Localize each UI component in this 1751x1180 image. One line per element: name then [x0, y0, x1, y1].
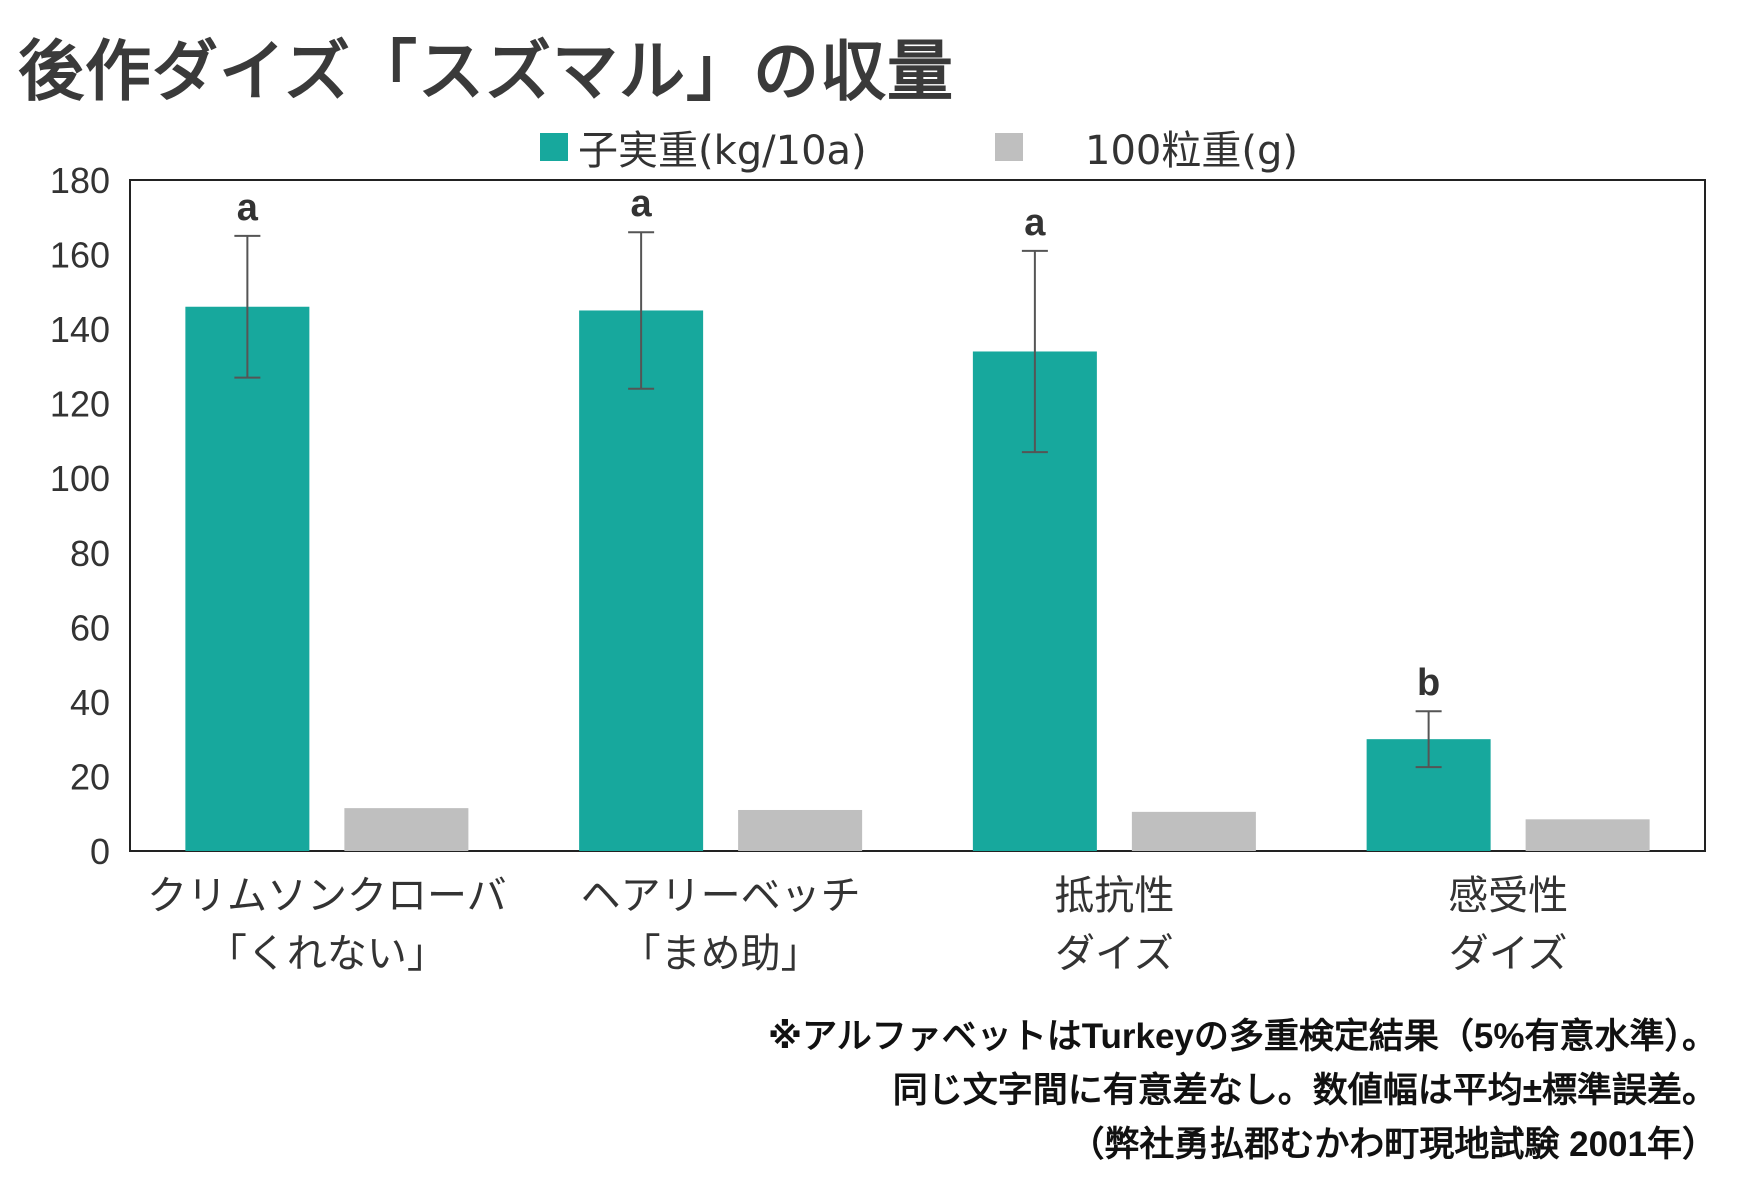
significance-label: a	[1024, 202, 1046, 244]
legend-label-seed-weight: 子実重(kg/10a)	[578, 128, 867, 174]
significance-label: a	[237, 187, 259, 229]
footnote-line-2: 同じ文字間に有意差なし。数値幅は平均±標準誤差。	[892, 1071, 1717, 1110]
footnote-line-3: （弊社勇払郡むかわ町現地試験 2001年）	[1069, 1125, 1717, 1164]
x-category-label: ダイズ	[1449, 931, 1568, 977]
legend: 子実重(kg/10a) 100粒重(g)	[0, 118, 1751, 178]
y-tick-label: 180	[50, 160, 110, 201]
bar-100-grain-weight	[1525, 819, 1650, 851]
y-tick-label: 40	[70, 682, 110, 723]
bar-chart: 0 20 40 60 80 100 120 140 160 180 a クリムソンクローバ「くれない」…	[50, 160, 1706, 977]
y-tick-label: 140	[50, 309, 110, 350]
footnote: ※アルファベットはTurkeyの多重検定結果（5%有意水準）。 同じ文字間に有意…	[768, 1010, 1717, 1172]
legend-item-100-grain-weight: 100粒重(g)	[995, 118, 1298, 176]
x-category-label: ダイズ	[1055, 931, 1174, 977]
legend-swatch-seed-weight	[540, 133, 568, 161]
bar-seed-weight	[579, 310, 704, 851]
y-tick-label: 60	[70, 607, 110, 648]
legend-label-100-grain-weight: 100粒重(g)	[1085, 128, 1298, 174]
bar-100-grain-weight	[738, 809, 863, 851]
legend-item-seed-weight: 子実重(kg/10a)	[540, 118, 867, 176]
y-tick-label: 80	[70, 533, 110, 574]
y-tick-label: 100	[50, 458, 110, 499]
chart-title: 後作ダイズ「スズマル」の収量	[18, 33, 955, 110]
x-category-label: ヘアリーベッチ	[581, 873, 861, 919]
significance-label: a	[631, 183, 653, 225]
legend-swatch-100-grain-weight	[995, 133, 1023, 161]
y-tick-label: 20	[70, 756, 110, 797]
bar-100-grain-weight	[1131, 811, 1256, 851]
x-category-label: 抵抗性	[1054, 873, 1174, 919]
bar-100-grain-weight	[344, 808, 469, 851]
x-category-label: 「くれない」	[207, 931, 447, 977]
x-category-label: 「まめ助」	[621, 931, 821, 977]
footnote-line-1: ※アルファベットはTurkeyの多重検定結果（5%有意水準）。	[768, 1017, 1717, 1056]
y-tick-label: 120	[50, 384, 110, 425]
x-category-label: 感受性	[1448, 873, 1568, 919]
plot-frame	[129, 179, 1706, 852]
bar-seed-weight	[185, 306, 310, 851]
significance-label: b	[1417, 662, 1440, 704]
y-tick-label: 0	[90, 831, 110, 872]
x-category-label: クリムソンクローバ	[147, 873, 507, 919]
y-tick-label: 160	[50, 235, 110, 276]
